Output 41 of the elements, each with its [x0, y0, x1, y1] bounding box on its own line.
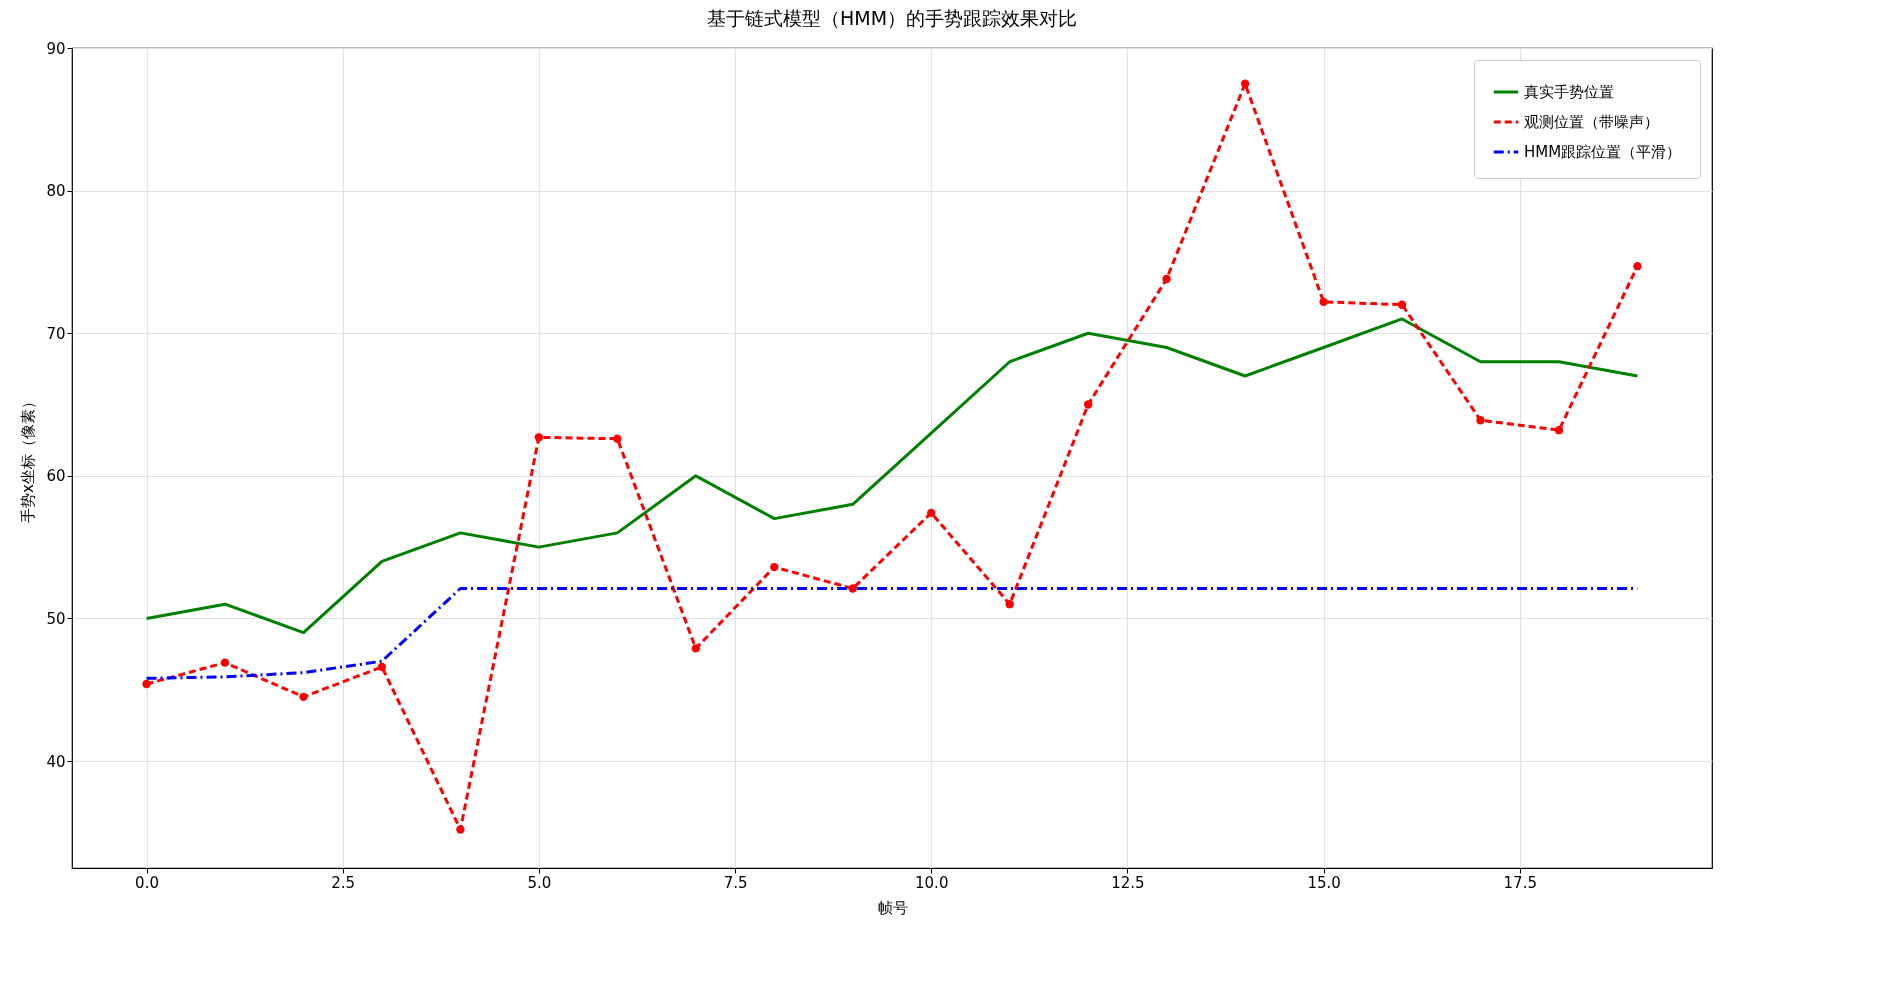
chart-title: 基于链式模型（HMM）的手势跟踪效果对比	[706, 7, 1078, 29]
point	[1240, 79, 1250, 88]
point	[1162, 274, 1171, 284]
y-tick-label: 40	[46, 752, 66, 771]
point	[1083, 400, 1093, 409]
point	[770, 562, 779, 572]
point	[1397, 300, 1407, 309]
point	[534, 433, 544, 442]
point	[142, 679, 151, 689]
point	[1633, 262, 1642, 271]
point	[456, 825, 465, 834]
line-series	[145, 317, 1639, 635]
x-tick-label: 12.5	[1111, 873, 1145, 892]
x-tick-label: 2.5	[331, 873, 356, 892]
point	[691, 644, 701, 653]
legend-label: 真实手势位置	[1524, 83, 1614, 101]
x-tick-label: 5.0	[527, 873, 552, 892]
x-tick-label: 17.5	[1503, 873, 1537, 892]
x-axis-title: 帧号	[877, 898, 908, 917]
point	[927, 508, 936, 518]
y-tick-label: 90	[46, 39, 66, 58]
x-tick-label: 7.5	[723, 873, 748, 892]
legend-label: HMM跟踪位置（平滑）	[1524, 143, 1682, 161]
y-tick-label: 70	[46, 324, 66, 343]
y-tick-label: 60	[46, 467, 66, 486]
point	[1319, 297, 1328, 307]
y-tick-label: 50	[46, 609, 66, 628]
point	[377, 662, 387, 672]
x-tick-label: 15.0	[1307, 873, 1341, 892]
point	[1554, 426, 1564, 435]
point	[1476, 416, 1485, 425]
point	[1005, 600, 1014, 609]
legend-label: 观测位置（带噪声）	[1524, 113, 1659, 131]
y-tick-label: 80	[46, 182, 66, 201]
point	[613, 434, 622, 443]
point	[220, 658, 230, 667]
point	[299, 692, 308, 702]
x-tick-label: 10.0	[915, 873, 949, 892]
x-tick-label: 0.0	[135, 873, 159, 892]
y-axis-title: 手势x坐标（像素）	[19, 394, 38, 523]
point	[848, 584, 857, 593]
